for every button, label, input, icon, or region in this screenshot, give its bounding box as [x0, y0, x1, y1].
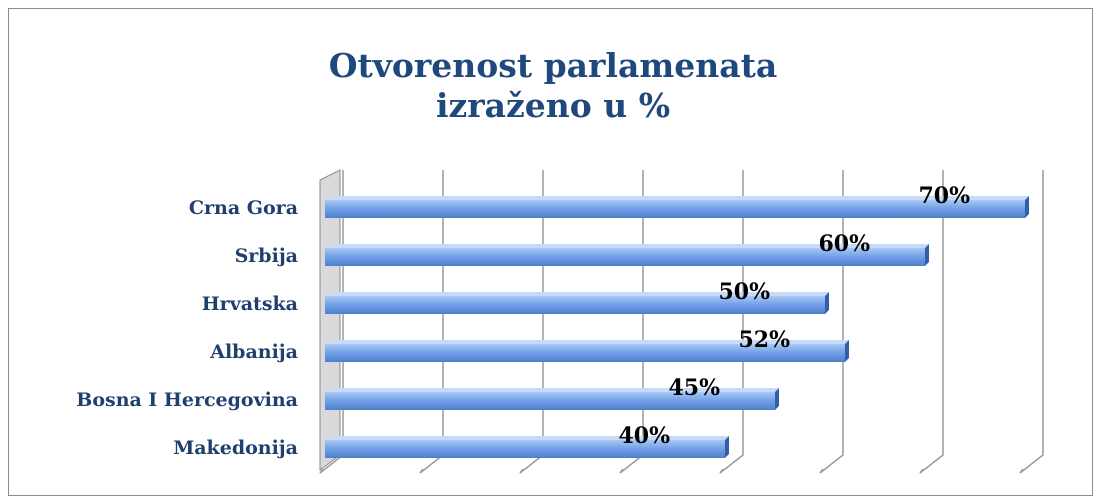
bar-end [1025, 196, 1029, 218]
bar-top [325, 436, 729, 440]
y-tick-label: Srbija [235, 245, 298, 267]
value-label: 50% [718, 279, 770, 305]
grid-line [819, 170, 844, 474]
chart-subtitle: izraženo u % [436, 86, 670, 125]
bar [325, 200, 1025, 218]
bar-end [825, 292, 829, 314]
bar-top [325, 244, 929, 248]
grid-line [1019, 170, 1044, 474]
bar-top [325, 292, 829, 296]
chart-title: Otvorenost parlamenata [329, 46, 778, 85]
bar [325, 440, 725, 458]
bar [325, 344, 845, 362]
y-tick-label: Hrvatska [202, 293, 298, 315]
value-label: 70% [918, 183, 970, 209]
bar-end [845, 340, 849, 362]
grid-line [919, 170, 944, 474]
bar [325, 248, 925, 266]
bar-end [725, 436, 729, 458]
bar [325, 296, 825, 314]
y-tick-label: Crna Gora [189, 197, 298, 219]
bar-top [325, 388, 779, 392]
value-label: 52% [738, 327, 790, 353]
bar [325, 392, 775, 410]
bar-top [325, 196, 1029, 200]
bar-end [925, 244, 929, 266]
bar-top [325, 340, 849, 344]
bar-end [775, 388, 779, 410]
value-label: 60% [818, 231, 870, 257]
y-tick-label: Albanija [209, 341, 298, 363]
value-label: 45% [668, 375, 720, 401]
y-tick-label: Makedonija [173, 437, 298, 459]
y-tick-label: Bosna I Hercegovina [76, 389, 298, 411]
value-label: 40% [618, 423, 670, 449]
